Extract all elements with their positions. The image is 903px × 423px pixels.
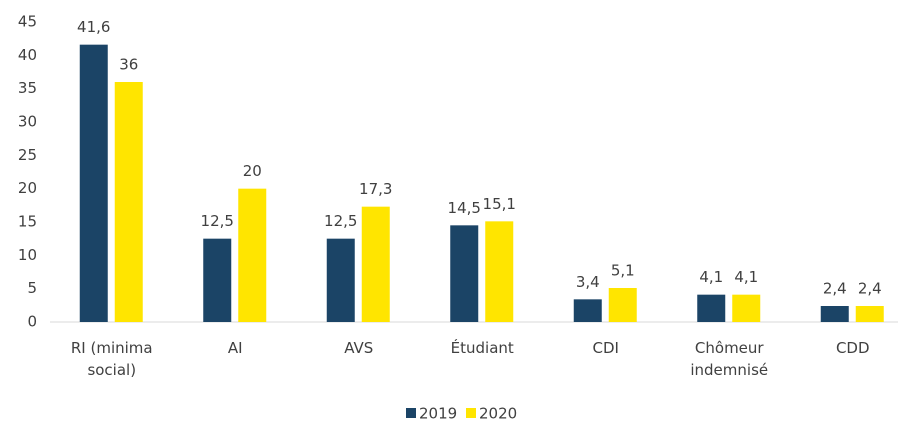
legend-label: 2020 bbox=[479, 405, 517, 423]
bar bbox=[855, 306, 884, 322]
bar bbox=[820, 306, 849, 322]
y-tick-label: 15 bbox=[18, 213, 37, 231]
y-tick-label: 5 bbox=[27, 279, 37, 297]
bar bbox=[450, 225, 479, 322]
y-tick-label: 10 bbox=[18, 246, 37, 264]
data-label: 20 bbox=[243, 162, 262, 180]
data-label: 5,1 bbox=[611, 262, 635, 280]
bar bbox=[485, 221, 514, 322]
bar bbox=[114, 82, 143, 322]
data-label: 14,5 bbox=[448, 199, 481, 217]
y-tick-label: 35 bbox=[18, 79, 37, 97]
bar bbox=[238, 188, 267, 322]
x-tick-label: RI (minima social) bbox=[70, 339, 153, 379]
y-tick-label: 30 bbox=[18, 113, 37, 131]
data-label: 12,5 bbox=[201, 212, 234, 230]
bar bbox=[361, 206, 390, 322]
y-tick-label: 25 bbox=[18, 146, 37, 164]
data-label: 17,3 bbox=[359, 180, 392, 198]
x-tick-label: AI bbox=[227, 339, 243, 357]
y-tick-label: 0 bbox=[27, 313, 37, 331]
legend-swatch bbox=[466, 408, 476, 418]
x-tick-label: CDD bbox=[835, 339, 870, 357]
bar bbox=[573, 299, 602, 322]
data-label: 41,6 bbox=[77, 18, 110, 36]
x-tick-label: AVS bbox=[344, 339, 374, 357]
data-label: 3,4 bbox=[576, 273, 600, 291]
data-label: 4,1 bbox=[699, 268, 723, 286]
bar bbox=[326, 238, 355, 322]
data-label: 36 bbox=[119, 56, 138, 74]
data-label: 2,4 bbox=[823, 280, 847, 298]
x-tick-label: Chômeur indemnisé bbox=[690, 339, 769, 379]
legend-label: 2019 bbox=[419, 405, 457, 423]
legend-swatch bbox=[406, 408, 416, 418]
bar bbox=[608, 288, 637, 322]
bar bbox=[732, 294, 761, 322]
y-tick-label: 40 bbox=[18, 46, 37, 64]
x-tick-label: CDI bbox=[592, 339, 619, 357]
y-tick-label: 20 bbox=[18, 179, 37, 197]
bar bbox=[79, 44, 108, 323]
x-tick-label: Étudiant bbox=[450, 339, 514, 357]
data-label: 4,1 bbox=[734, 268, 758, 286]
data-label: 2,4 bbox=[858, 280, 882, 298]
bar bbox=[697, 294, 726, 322]
data-label: 12,5 bbox=[324, 212, 357, 230]
data-label: 15,1 bbox=[483, 195, 516, 213]
bar bbox=[203, 238, 232, 322]
y-tick-label: 45 bbox=[18, 13, 37, 31]
